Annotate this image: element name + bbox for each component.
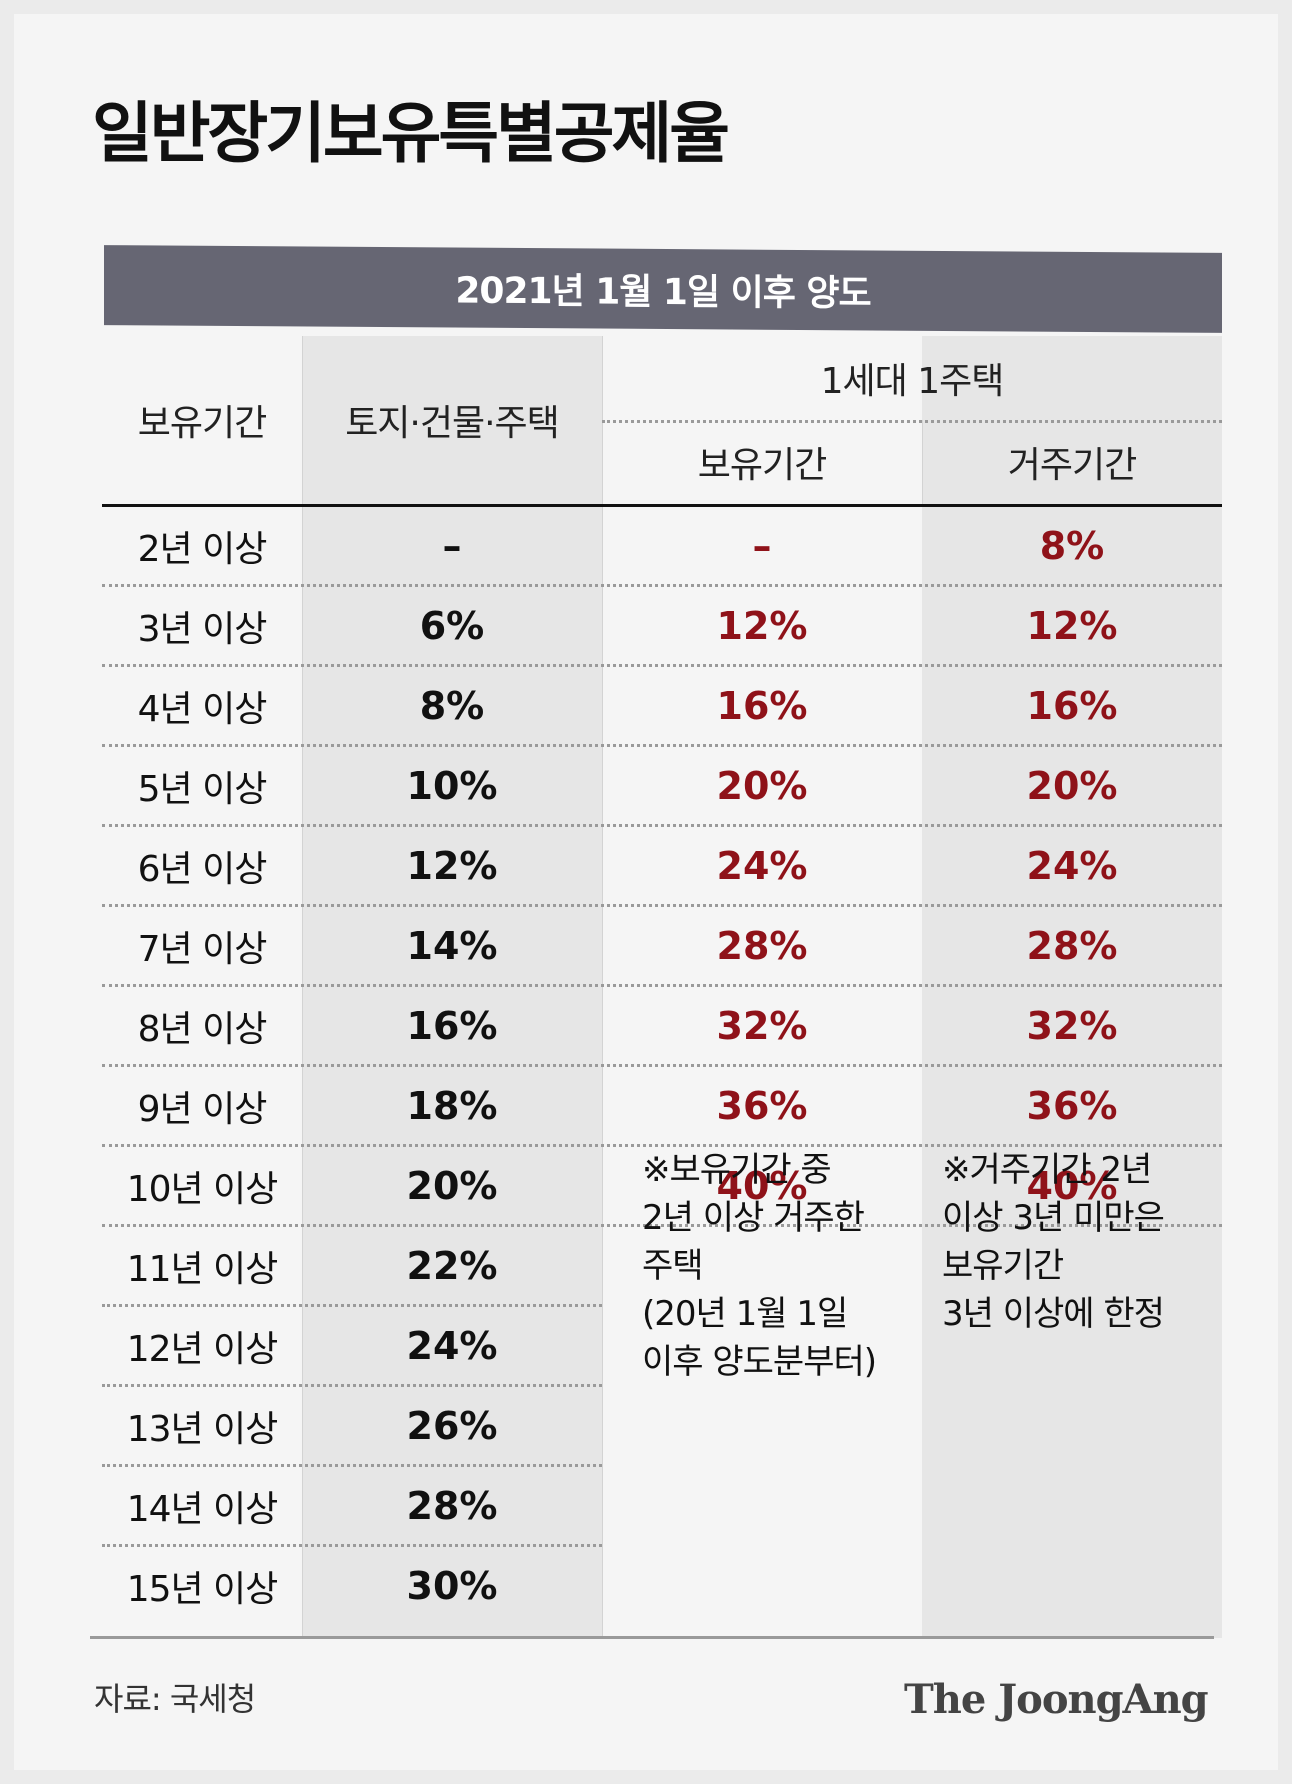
row-period: 15년 이상	[126, 1568, 279, 1610]
row-general-rate: 8%	[419, 683, 485, 728]
row-live-rate	[922, 1387, 1222, 1464]
row-period: 7년 이상	[137, 928, 268, 970]
deduction-table: 보유기간 토지·건물·주택 1세대 1주택 보유기간 거주기간 2년 이상 – – 8…	[90, 336, 1222, 1639]
table-row: 12년 이상 24%	[102, 1307, 1222, 1387]
table-row: 13년 이상 26%	[102, 1387, 1222, 1467]
column-divider	[602, 336, 603, 1638]
row-divider	[102, 1544, 602, 1547]
row-hold-rate: 16%	[716, 683, 808, 728]
table-row: 11년 이상 22%	[102, 1227, 1222, 1307]
row-general-rate: 14%	[406, 923, 498, 968]
row-hold-rate	[602, 1467, 922, 1544]
row-hold-rate: 24%	[716, 843, 808, 888]
table-row: 7년 이상 14% 28% 28%	[102, 907, 1222, 987]
row-hold-rate: –	[752, 523, 772, 568]
row-general-rate: 6%	[419, 603, 485, 648]
header-live: 거주기간	[1007, 445, 1137, 486]
header-rule	[102, 504, 1222, 507]
row-period: 10년 이상	[126, 1168, 279, 1210]
table-row: 6년 이상 12% 24% 24%	[102, 827, 1222, 907]
row-general-rate: 26%	[406, 1403, 498, 1448]
row-live-rate	[922, 1467, 1222, 1544]
row-general-rate: 20%	[406, 1163, 498, 1208]
row-period: 5년 이상	[137, 768, 268, 810]
row-hold-rate: 28%	[716, 923, 808, 968]
row-general-rate: –	[442, 523, 462, 568]
header-period: 보유기간	[137, 403, 267, 444]
page-title: 일반장기보유특별공제율	[92, 95, 730, 172]
period-banner: 2021년 1월 1일 이후 양도	[104, 245, 1222, 333]
row-period: 9년 이상	[137, 1088, 268, 1130]
row-general-rate: 22%	[406, 1243, 498, 1288]
row-period: 4년 이상	[137, 688, 268, 730]
row-live-rate: 20%	[1026, 763, 1118, 808]
row-divider	[102, 1384, 602, 1387]
note-hold: ※보유기간 중 2년 이상 거주한 주택 (20년 1월 1일 이후 양도분부터…	[642, 1150, 877, 1382]
column-divider	[302, 336, 303, 1638]
table-body: 2년 이상 – – 8% 3년 이상 6% 12% 12% 4년 이상 8% 16% 16% 5년 이상…	[102, 507, 1222, 1627]
row-general-rate: 30%	[406, 1563, 498, 1608]
row-live-rate: 24%	[1026, 843, 1118, 888]
header-general: 토지·건물·주택	[345, 403, 560, 444]
row-general-rate: 24%	[406, 1323, 498, 1368]
row-live-rate	[922, 1547, 1222, 1624]
source-credit: 자료: 국세청	[94, 1680, 256, 1718]
row-hold-rate: 36%	[716, 1083, 808, 1128]
row-hold-rate	[602, 1387, 922, 1464]
table-row: 9년 이상 18% 36% 36%	[102, 1067, 1222, 1147]
row-period: 8년 이상	[137, 1008, 268, 1050]
infographic-page: 일반장기보유특별공제율 2021년 1월 1일 이후 양도 보유기간 토지·건물…	[14, 14, 1278, 1770]
row-divider	[102, 1464, 602, 1467]
column-divider	[922, 420, 923, 504]
table-row: 10년 이상 20% 40% 40%	[102, 1147, 1222, 1227]
row-period: 12년 이상	[126, 1328, 279, 1370]
general-column-band	[302, 336, 602, 1638]
table-row: 5년 이상 10% 20% 20%	[102, 747, 1222, 827]
table-row: 3년 이상 6% 12% 12%	[102, 587, 1222, 667]
header-one-house: 1세대 1주택	[820, 361, 1005, 402]
table-bottom-rule	[90, 1636, 1214, 1639]
note-live: ※거주기간 2년 이상 3년 미만은 보유기간 3년 이상에 한정	[942, 1150, 1165, 1334]
row-divider	[102, 1304, 602, 1307]
row-hold-rate: 40%	[716, 1163, 808, 1208]
row-period: 2년 이상	[137, 528, 268, 570]
row-general-rate: 10%	[406, 763, 498, 808]
table-row: 8년 이상 16% 32% 32%	[102, 987, 1222, 1067]
row-hold-rate	[602, 1547, 922, 1624]
brand-logo: The JoongAng	[904, 1676, 1209, 1723]
row-period: 13년 이상	[126, 1408, 279, 1450]
row-general-rate: 12%	[406, 843, 498, 888]
row-general-rate: 28%	[406, 1483, 498, 1528]
row-period: 3년 이상	[137, 608, 268, 650]
header-dotted-divider	[602, 420, 1222, 423]
row-live-rate: 12%	[1026, 603, 1118, 648]
row-live-rate: 8%	[1039, 523, 1105, 568]
row-live-rate: 28%	[1026, 923, 1118, 968]
row-hold-rate: 32%	[716, 1003, 808, 1048]
row-hold-rate: 20%	[716, 763, 808, 808]
table-row: 2년 이상 – – 8%	[102, 507, 1222, 587]
row-live-rate: 32%	[1026, 1003, 1118, 1048]
table-row: 15년 이상 30%	[102, 1547, 1222, 1627]
row-general-rate: 18%	[406, 1083, 498, 1128]
table-row: 4년 이상 8% 16% 16%	[102, 667, 1222, 747]
row-live-rate: 40%	[1026, 1163, 1118, 1208]
row-live-rate: 36%	[1026, 1083, 1118, 1128]
row-hold-rate: 12%	[716, 603, 808, 648]
row-period: 14년 이상	[126, 1488, 279, 1530]
live-column-band	[922, 336, 1222, 1638]
table-row: 14년 이상 28%	[102, 1467, 1222, 1547]
row-period: 6년 이상	[137, 848, 268, 890]
row-live-rate: 16%	[1026, 683, 1118, 728]
row-period: 11년 이상	[126, 1248, 279, 1290]
row-general-rate: 16%	[406, 1003, 498, 1048]
header-hold: 보유기간	[697, 445, 827, 486]
